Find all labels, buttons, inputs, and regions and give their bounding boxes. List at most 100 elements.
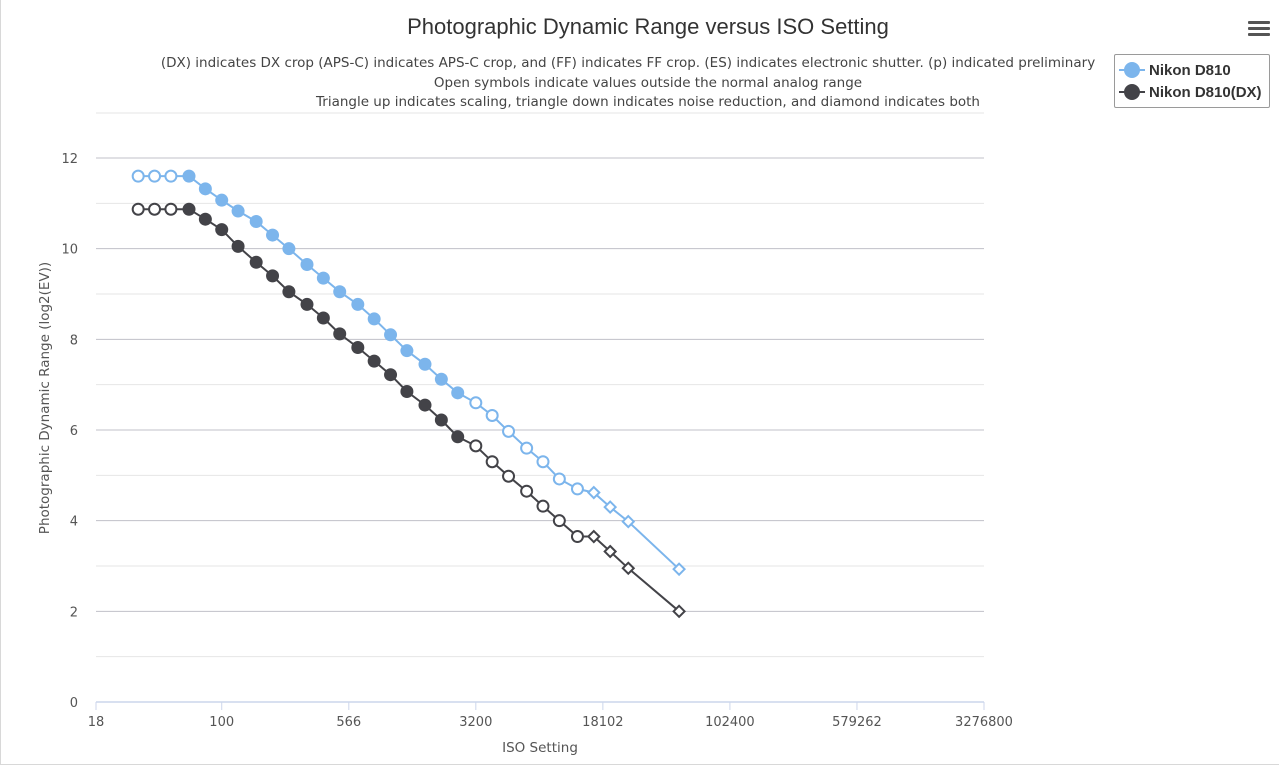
data-point[interactable] bbox=[282, 242, 296, 256]
data-point-open[interactable] bbox=[131, 202, 145, 216]
data-point[interactable] bbox=[333, 327, 347, 341]
data-point[interactable] bbox=[215, 223, 229, 237]
menu-bar bbox=[1248, 27, 1270, 30]
data-point[interactable] bbox=[333, 285, 347, 299]
data-point-open[interactable] bbox=[570, 482, 584, 496]
menu-bar bbox=[1248, 33, 1270, 36]
y-tick-label: 4 bbox=[70, 515, 78, 530]
data-point[interactable] bbox=[316, 311, 330, 325]
data-point[interactable] bbox=[367, 354, 381, 368]
y-tick-label: 10 bbox=[61, 243, 78, 258]
x-tick-label: 3276800 bbox=[955, 715, 1013, 730]
legend-label: Nikon D810 bbox=[1149, 61, 1231, 79]
data-point-open[interactable] bbox=[148, 169, 162, 183]
data-point[interactable] bbox=[434, 413, 448, 427]
data-point[interactable] bbox=[231, 204, 245, 218]
data-point[interactable] bbox=[198, 182, 212, 196]
y-tick-label: 8 bbox=[70, 333, 78, 348]
data-point[interactable] bbox=[316, 271, 330, 285]
data-point-diamond[interactable] bbox=[603, 544, 618, 559]
chart-subtitle-line-1: (DX) indicates DX crop (APS-C) indicates… bbox=[161, 55, 1095, 71]
data-point[interactable] bbox=[384, 328, 398, 342]
data-point[interactable] bbox=[249, 255, 263, 269]
data-point-open[interactable] bbox=[520, 441, 534, 455]
data-point-open[interactable] bbox=[520, 484, 534, 498]
x-tick-label: 18 bbox=[88, 715, 105, 730]
data-point[interactable] bbox=[418, 357, 432, 371]
y-tick-label: 2 bbox=[70, 605, 78, 620]
y-tick-label: 12 bbox=[61, 152, 78, 167]
data-point[interactable] bbox=[434, 372, 448, 386]
x-tick-label: 18102 bbox=[582, 715, 623, 730]
series-2 bbox=[131, 202, 687, 619]
data-point[interactable] bbox=[266, 228, 280, 242]
data-point[interactable] bbox=[266, 269, 280, 283]
data-point[interactable] bbox=[300, 297, 314, 311]
data-point[interactable] bbox=[384, 368, 398, 382]
data-point-open[interactable] bbox=[131, 169, 145, 183]
data-point-open[interactable] bbox=[552, 472, 566, 486]
chart-legend: Nikon D810 Nikon D810(DX) bbox=[1114, 54, 1270, 108]
data-point-open[interactable] bbox=[485, 455, 499, 469]
data-point[interactable] bbox=[451, 430, 465, 444]
y-axis-title: Photographic Dynamic Range (log2(EV)) bbox=[37, 262, 53, 534]
data-point-open[interactable] bbox=[502, 469, 516, 483]
data-point-diamond[interactable] bbox=[586, 529, 601, 544]
grid-lines bbox=[96, 112, 984, 658]
data-point[interactable] bbox=[451, 386, 465, 400]
data-point[interactable] bbox=[367, 312, 381, 326]
legend-marker-series-2 bbox=[1119, 81, 1145, 103]
x-tick-label: 579262 bbox=[832, 715, 882, 730]
x-axis-title: ISO Setting bbox=[502, 740, 578, 756]
y-tick-label: 0 bbox=[70, 696, 78, 711]
data-point-diamond[interactable] bbox=[621, 561, 636, 576]
x-tick-label: 3200 bbox=[459, 715, 492, 730]
data-point[interactable] bbox=[182, 169, 196, 183]
data-point[interactable] bbox=[418, 398, 432, 412]
data-point[interactable] bbox=[215, 193, 229, 207]
chart-subtitle-line-2: Open symbols indicate values outside the… bbox=[434, 75, 862, 91]
data-point-open[interactable] bbox=[164, 202, 178, 216]
data-point[interactable] bbox=[300, 258, 314, 272]
data-point-diamond[interactable] bbox=[672, 604, 687, 619]
data-point-open[interactable] bbox=[148, 202, 162, 216]
data-point-open[interactable] bbox=[536, 499, 550, 513]
legend-item-series-2[interactable]: Nikon D810(DX) bbox=[1115, 81, 1269, 103]
data-point[interactable] bbox=[231, 239, 245, 253]
data-point-diamond[interactable] bbox=[621, 514, 636, 529]
x-tick-label: 100 bbox=[209, 715, 234, 730]
data-point-open[interactable] bbox=[536, 455, 550, 469]
data-point[interactable] bbox=[400, 344, 414, 358]
series-line bbox=[138, 208, 680, 613]
data-point-diamond[interactable] bbox=[586, 485, 601, 500]
x-tick-label: 566 bbox=[336, 715, 361, 730]
data-point-diamond[interactable] bbox=[603, 500, 618, 514]
legend-label: Nikon D810(DX) bbox=[1149, 83, 1262, 101]
chart-title: Photographic Dynamic Range versus ISO Se… bbox=[407, 14, 889, 39]
data-point-diamond[interactable] bbox=[672, 562, 687, 577]
legend-item-series-1[interactable]: Nikon D810 bbox=[1115, 59, 1269, 81]
chart-subtitle-line-3: Triangle up indicates scaling, triangle … bbox=[315, 94, 980, 110]
data-point-open[interactable] bbox=[570, 530, 584, 544]
y-tick-label: 6 bbox=[70, 424, 78, 439]
data-point[interactable] bbox=[249, 214, 263, 228]
data-point[interactable] bbox=[351, 340, 365, 354]
data-point-open[interactable] bbox=[469, 396, 483, 410]
data-point[interactable] bbox=[198, 212, 212, 226]
series-1 bbox=[131, 169, 687, 577]
data-point[interactable] bbox=[351, 297, 365, 311]
data-point-open[interactable] bbox=[502, 424, 516, 438]
data-point[interactable] bbox=[282, 285, 296, 299]
data-point-open[interactable] bbox=[469, 439, 483, 453]
menu-bar bbox=[1248, 21, 1270, 24]
x-tick-label: 102400 bbox=[705, 715, 755, 730]
legend-marker-series-1 bbox=[1119, 59, 1145, 81]
plot-series bbox=[131, 169, 687, 619]
data-point[interactable] bbox=[400, 384, 414, 398]
hamburger-menu-icon[interactable] bbox=[1246, 18, 1272, 42]
data-point-open[interactable] bbox=[485, 408, 499, 422]
data-point-open[interactable] bbox=[164, 169, 178, 183]
data-point-open[interactable] bbox=[552, 514, 566, 528]
data-point[interactable] bbox=[182, 202, 196, 216]
